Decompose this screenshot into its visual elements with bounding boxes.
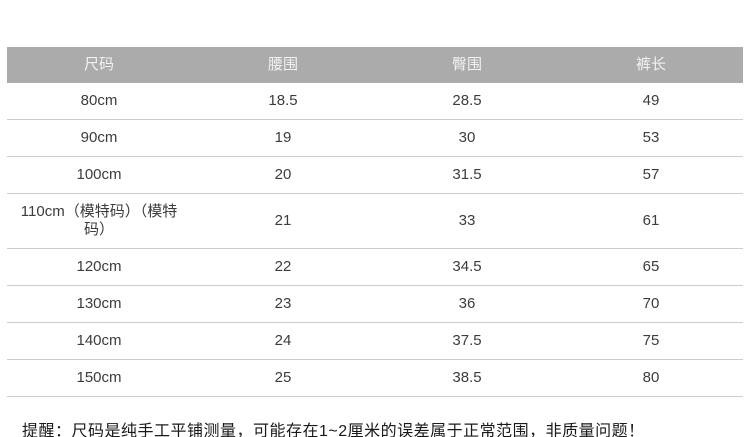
size-cell: 90cm [7, 119, 191, 157]
length-cell: 65 [559, 248, 743, 286]
length-cell: 75 [559, 322, 743, 360]
hip-cell: 34.5 [375, 248, 559, 286]
size-cell: 120cm [7, 248, 191, 286]
size-cell: 140cm [7, 322, 191, 360]
column-header-length: 裤长 [559, 47, 743, 83]
waist-cell: 25 [191, 359, 375, 397]
table-row: 80cm 18.5 28.5 49 [7, 83, 743, 120]
hip-cell: 31.5 [375, 156, 559, 194]
table-row: 150cm 25 38.5 80 [7, 359, 743, 397]
table-row: 110cm（模特码）（模特码） 21 33 61 [7, 193, 743, 249]
header-row: 尺码 腰围 臀围 裤长 [7, 47, 743, 83]
table-row: 120cm 22 34.5 65 [7, 248, 743, 286]
table-row: 90cm 19 30 53 [7, 119, 743, 157]
column-header-waist: 腰围 [191, 47, 375, 83]
table-header: 尺码 腰围 臀围 裤长 [7, 47, 743, 83]
size-cell: 80cm [7, 83, 191, 120]
size-chart-table: 尺码 腰围 臀围 裤长 80cm 18.5 28.5 49 90cm 19 30 53 100c… [7, 47, 743, 397]
length-cell: 57 [559, 156, 743, 194]
size-cell: 150cm [7, 359, 191, 397]
size-cell: 130cm [7, 285, 191, 323]
length-cell: 49 [559, 83, 743, 120]
length-cell: 70 [559, 285, 743, 323]
length-cell: 80 [559, 359, 743, 397]
hip-cell: 30 [375, 119, 559, 157]
hip-cell: 28.5 [375, 83, 559, 120]
table-row: 140cm 24 37.5 75 [7, 322, 743, 360]
length-cell: 53 [559, 119, 743, 157]
table-row: 130cm 23 36 70 [7, 285, 743, 323]
waist-cell: 19 [191, 119, 375, 157]
column-header-hip: 臀围 [375, 47, 559, 83]
waist-cell: 22 [191, 248, 375, 286]
hip-cell: 37.5 [375, 322, 559, 360]
waist-cell: 24 [191, 322, 375, 360]
hip-cell: 38.5 [375, 359, 559, 397]
size-cell: 110cm（模特码）（模特码） [7, 193, 191, 249]
waist-cell: 18.5 [191, 83, 375, 120]
measurement-note: 提醒：尺码是纯手工平铺测量，可能存在1~2厘米的误差属于正常范围，非质量问题！ [22, 423, 645, 437]
waist-cell: 20 [191, 156, 375, 194]
waist-cell: 23 [191, 285, 375, 323]
waist-cell: 21 [191, 193, 375, 249]
hip-cell: 36 [375, 285, 559, 323]
table-body: 80cm 18.5 28.5 49 90cm 19 30 53 100cm 20 31.5 57 110… [7, 83, 743, 397]
length-cell: 61 [559, 193, 743, 249]
size-cell: 100cm [7, 156, 191, 194]
column-header-size: 尺码 [7, 47, 191, 83]
hip-cell: 33 [375, 193, 559, 249]
table-row: 100cm 20 31.5 57 [7, 156, 743, 194]
